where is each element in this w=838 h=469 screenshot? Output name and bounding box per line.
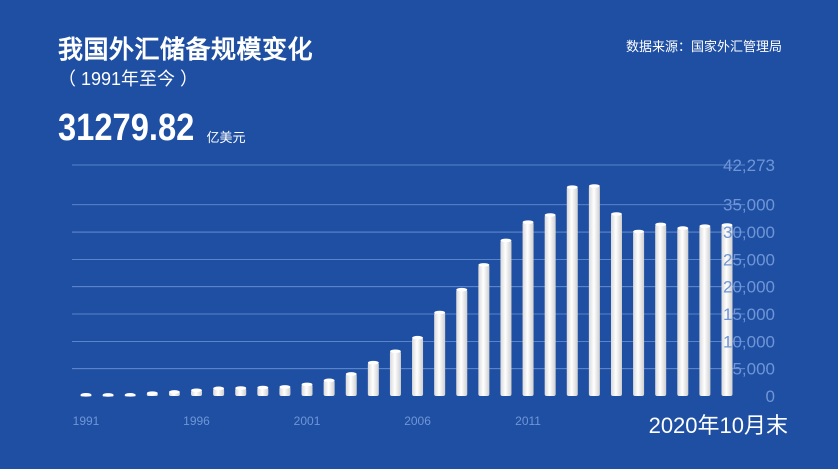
- bar-1997: [213, 388, 225, 396]
- y-tick-label: 15,000: [723, 305, 775, 324]
- bar-cap-1992: [102, 393, 114, 397]
- bar-cap-2016: [633, 229, 645, 234]
- period-label: 2020年10月末: [648, 413, 788, 438]
- bar-cap-1999: [257, 385, 269, 390]
- bar-2010: [500, 240, 512, 396]
- bar-cap-1991: [80, 393, 92, 397]
- bar-2005: [389, 351, 401, 396]
- bar-cap-2005: [389, 349, 401, 354]
- y-tick-label: 42,273: [723, 156, 775, 175]
- bar-2020: [721, 225, 733, 396]
- bar-2018: [677, 228, 689, 396]
- bar-cap-2007: [434, 310, 446, 315]
- bar-cap-2003: [345, 372, 357, 376]
- bar-1999: [257, 387, 269, 396]
- bar-cap-2000: [279, 385, 291, 389]
- latest-value: 31279.82: [58, 107, 195, 149]
- bar-2013: [566, 187, 578, 396]
- bar-cap-2017: [655, 222, 667, 227]
- bar-2008: [456, 289, 468, 396]
- bar-cap-2010: [500, 238, 512, 243]
- bar-2015: [610, 214, 622, 396]
- bar-cap-2002: [323, 378, 335, 383]
- bar-2003: [345, 373, 357, 396]
- x-axis-ticks: 1991 1996 2001 2006 2011: [73, 414, 542, 428]
- bar-2019: [699, 226, 711, 396]
- bar-2011: [522, 222, 534, 396]
- y-tick-label: 0: [766, 387, 775, 406]
- bar-cap-2015: [610, 212, 622, 216]
- bar-2017: [655, 224, 667, 396]
- grid-lines: [72, 164, 745, 370]
- y-axis-ticks: 42,273 35,000 30,000 25,000 20,000 15,000 10,0…: [723, 156, 775, 406]
- bar-2012: [544, 215, 556, 396]
- bar-2000: [279, 386, 291, 396]
- bar-2007: [434, 312, 446, 396]
- bar-cap-2009: [478, 263, 490, 267]
- bar-cap-2020: [721, 223, 733, 227]
- bar-cap-2013: [566, 185, 578, 189]
- bar-cap-2014: [588, 184, 600, 188]
- bar-cap-2018: [677, 226, 689, 230]
- bar-cap-2001: [301, 382, 313, 387]
- bar-cap-1993: [124, 393, 136, 397]
- bar-2016: [633, 231, 645, 396]
- bar-2014: [588, 186, 600, 396]
- y-tick-label: 25,000: [723, 250, 775, 269]
- bar-cap-1994: [146, 391, 158, 395]
- bar-cap-1996: [191, 388, 203, 393]
- bars: [80, 184, 733, 397]
- chart-title: 我国外汇储备规模变化: [58, 36, 314, 64]
- bar-2004: [367, 362, 379, 396]
- bar-cap-2019: [699, 224, 711, 228]
- bar-2006: [412, 337, 424, 396]
- bar-2009: [478, 264, 490, 396]
- data-source: 数据来源：国家外汇管理局: [625, 39, 782, 54]
- x-tick-label: 1996: [183, 414, 210, 428]
- headline-value: 31279.82 亿美元: [58, 108, 246, 148]
- bar-cap-2012: [544, 213, 556, 217]
- y-tick-label: 10,000: [723, 332, 775, 351]
- bar-cap-2004: [367, 360, 379, 365]
- bar-cap-1995: [168, 390, 180, 394]
- bar-1998: [235, 388, 247, 396]
- chart-subtitle: （ 1991年至今 ）: [58, 69, 199, 89]
- bar-cap-1997: [213, 386, 225, 391]
- x-tick-label: 2001: [294, 414, 321, 428]
- x-tick-label: 2011: [515, 414, 541, 428]
- bar-cap-1998: [235, 386, 247, 390]
- y-tick-label: 20,000: [723, 278, 775, 297]
- latest-unit: 亿美元: [206, 130, 246, 145]
- y-tick-label: 30,000: [723, 223, 775, 242]
- bar-cap-2008: [456, 287, 468, 292]
- bar-2001: [301, 384, 313, 396]
- bar-2002: [323, 380, 335, 396]
- bar-cap-2011: [522, 220, 534, 224]
- x-tick-label: 1991: [73, 414, 100, 428]
- y-tick-label: 5,000: [732, 360, 775, 379]
- y-tick-label: 35,000: [723, 196, 775, 215]
- x-tick-label: 2006: [404, 414, 431, 428]
- bar-cap-2006: [412, 335, 424, 340]
